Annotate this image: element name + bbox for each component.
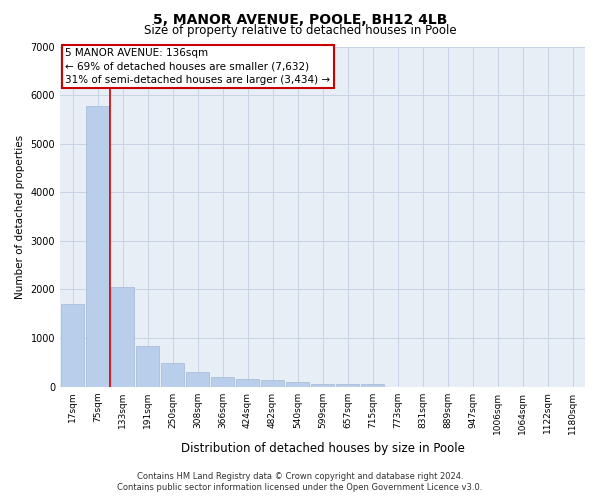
Bar [161,363,184,386]
Bar [61,304,84,386]
Text: 5 MANOR AVENUE: 136sqm
← 69% of detached houses are smaller (7,632)
31% of semi-: 5 MANOR AVENUE: 136sqm ← 69% of detached… [65,48,331,84]
Bar [186,372,209,386]
Text: 5, MANOR AVENUE, POOLE, BH12 4LB: 5, MANOR AVENUE, POOLE, BH12 4LB [153,12,447,26]
Bar [211,377,234,386]
Bar [236,380,259,386]
Bar [311,384,334,386]
Bar [361,384,384,386]
Text: Contains HM Land Registry data © Crown copyright and database right 2024.
Contai: Contains HM Land Registry data © Crown c… [118,472,482,492]
Bar [286,382,309,386]
Bar [336,384,359,386]
Bar [136,346,159,387]
Bar [261,380,284,386]
Y-axis label: Number of detached properties: Number of detached properties [15,134,25,298]
Bar [111,286,134,386]
X-axis label: Distribution of detached houses by size in Poole: Distribution of detached houses by size … [181,442,464,455]
Text: Size of property relative to detached houses in Poole: Size of property relative to detached ho… [143,24,457,37]
Bar [86,106,109,386]
